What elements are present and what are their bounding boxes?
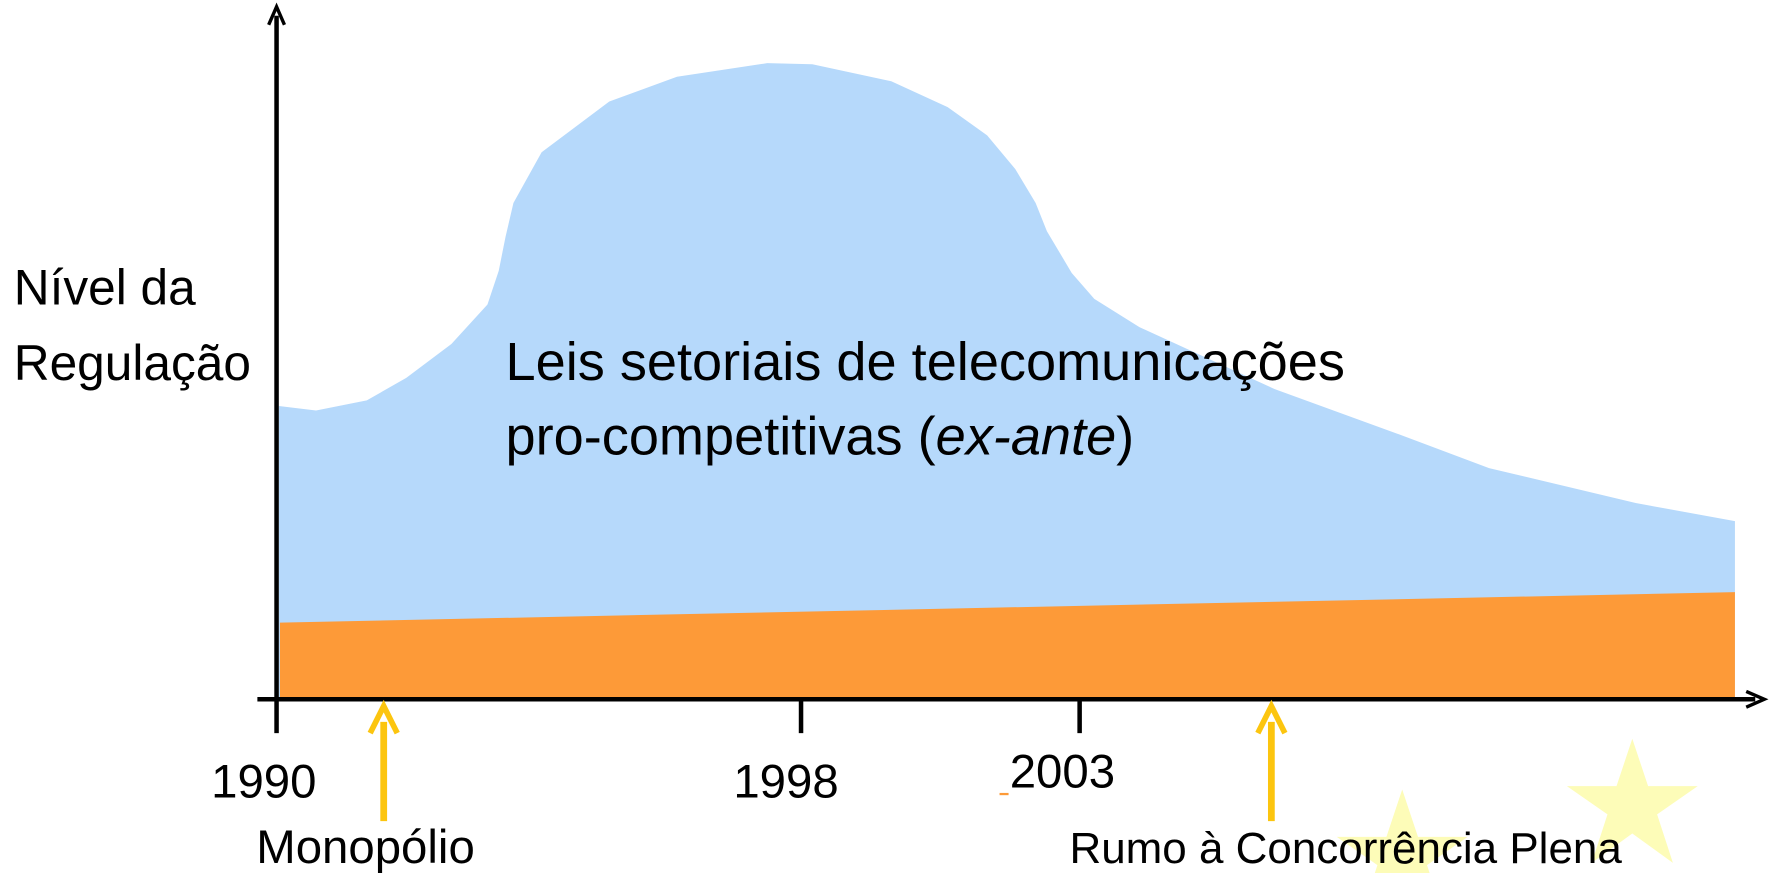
x-label: 1990 <box>211 755 316 808</box>
y-axis-label: Regulação <box>14 335 251 391</box>
text-part: pro-competitivas ( <box>506 407 936 467</box>
regulation-area <box>278 63 1735 698</box>
star <box>1336 789 1468 873</box>
annotation: Rumo à Concorrência Plena <box>1069 824 1622 873</box>
text-part: ) <box>1116 407 1134 467</box>
arrow-head <box>367 699 400 735</box>
base-area <box>279 592 1735 698</box>
arrow-head <box>1255 699 1288 735</box>
annotation: Monopólio <box>256 821 475 873</box>
text-part: ex-ante <box>936 407 1117 467</box>
area-text: pro-competitivas (ex-ante) <box>506 407 1135 467</box>
x-label: 2003 <box>1010 745 1115 798</box>
x-axis-arrow <box>1745 689 1769 709</box>
y-axis-arrow <box>267 2 287 26</box>
star <box>1566 738 1698 863</box>
area-text: Leis setoriais de telecomunicações <box>506 332 1345 392</box>
y-axis-label: Nível da <box>14 260 196 316</box>
x-label: 1998 <box>733 755 838 808</box>
